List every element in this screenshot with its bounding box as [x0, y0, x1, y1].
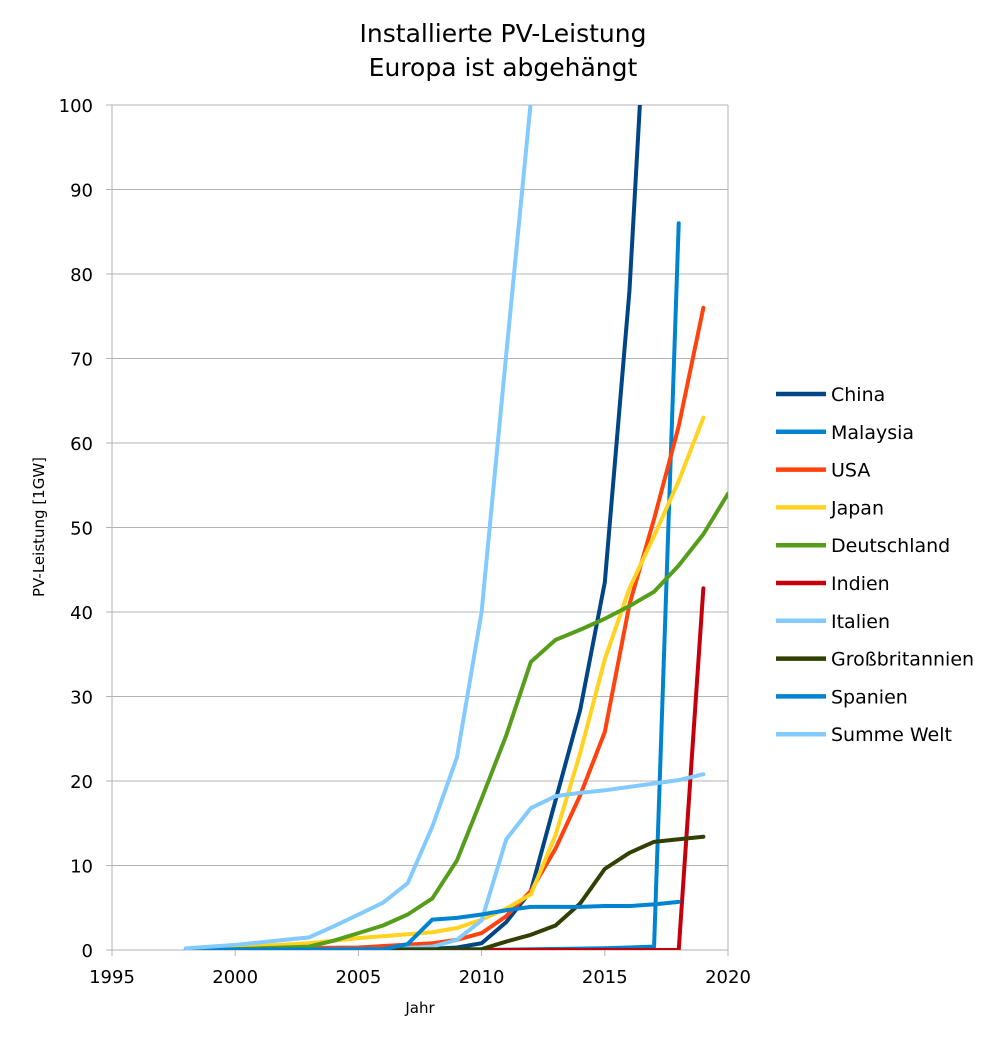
- legend-label-5: Indien: [831, 573, 890, 595]
- chart-title: Installierte PV-Leistung: [360, 19, 647, 48]
- x-tick-label: 2000: [212, 967, 258, 988]
- series-line-8: [183, 899, 681, 950]
- chart-subtitle: Europa ist abgehängt: [369, 53, 638, 82]
- x-tick-label: 2015: [582, 967, 628, 988]
- y-tick-label: 90: [70, 181, 93, 202]
- axes: 0 10 20 30 40 50 60 70 80 90 100 1995 2000 2005 2010 20…: [59, 96, 751, 988]
- y-tick-label: 70: [70, 350, 93, 371]
- series-line-4: [183, 491, 728, 950]
- x-tick-label: 1995: [89, 967, 135, 988]
- legend-label-6: Italien: [831, 611, 890, 633]
- y-tick-label: 60: [70, 434, 93, 455]
- legend-label-2: USA: [831, 460, 870, 482]
- legend-label-4: Deutschland: [831, 535, 950, 557]
- y-axis-label: PV-Leistung [1GW]: [30, 457, 48, 597]
- y-tick-label: 20: [70, 772, 93, 793]
- y-tick-label: 0: [82, 941, 93, 962]
- y-tick-label: 10: [70, 857, 93, 878]
- legend-label-7: Großbritannien: [831, 649, 974, 671]
- y-tick-label: 50: [70, 519, 93, 540]
- x-tick-label: 2005: [335, 967, 381, 988]
- gridlines: [111, 104, 729, 951]
- legend-label-1: Malaysia: [831, 422, 914, 444]
- x-tick-label: 2010: [459, 967, 505, 988]
- series-line-7: [183, 834, 706, 950]
- legend-label-0: China: [831, 384, 885, 406]
- y-tick-label: 80: [70, 265, 93, 286]
- legend: China Malaysia USA Japan Deutschland Indien It…: [776, 384, 974, 746]
- series-line-5: [183, 586, 706, 950]
- y-tick-label: 40: [70, 603, 93, 624]
- legend-label-3: Japan: [830, 497, 884, 519]
- series-line-9: [183, 105, 533, 950]
- legend-label-8: Spanien: [831, 686, 908, 708]
- series-line-6: [183, 772, 706, 950]
- legend-label-9: Summe Welt: [831, 724, 952, 746]
- y-tick-label: 30: [70, 688, 93, 709]
- y-tick-label: 100: [59, 96, 93, 117]
- series-line-1: [183, 221, 681, 950]
- x-tick-label: 2020: [705, 967, 751, 988]
- x-axis-label: Jahr: [404, 999, 435, 1017]
- series-lines: [183, 105, 728, 950]
